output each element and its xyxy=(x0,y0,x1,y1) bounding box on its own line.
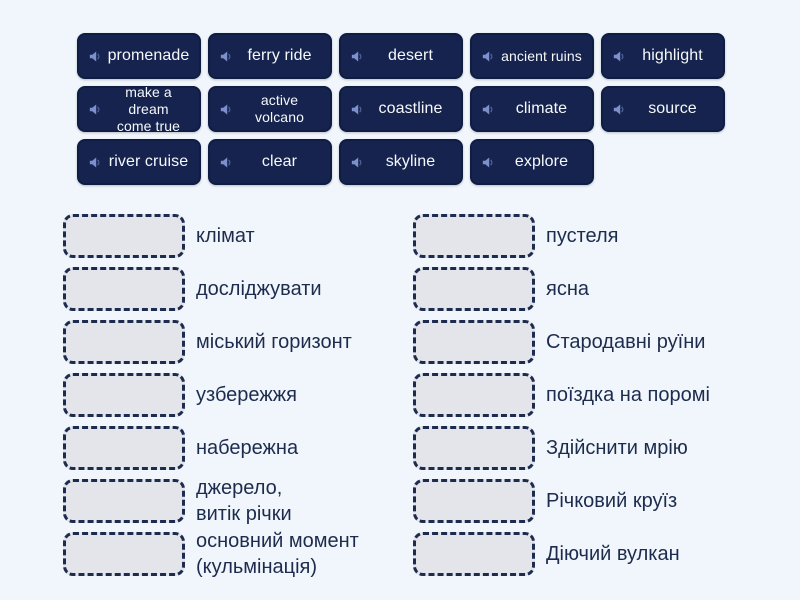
match-row: міський горизонт xyxy=(63,320,413,364)
word-tile-explore[interactable]: explore xyxy=(470,139,594,185)
match-label: основний момент (кульмінація) xyxy=(196,530,359,578)
answer-dropzone[interactable] xyxy=(413,532,535,576)
tile-row-2: make a dream come true active volcano co… xyxy=(77,83,800,134)
word-tile-climate[interactable]: climate xyxy=(470,86,594,132)
tile-row-3: river cruise clear skyline explore xyxy=(77,139,800,185)
match-label: джерело, витік річки xyxy=(196,477,292,525)
word-tile-label: coastline xyxy=(378,100,443,117)
match-label: Стародавні руїни xyxy=(546,331,706,353)
match-row: пустеля xyxy=(413,214,763,258)
word-bank: promenade ferry ride desert ancient ruin… xyxy=(0,0,800,185)
answer-dropzone[interactable] xyxy=(413,320,535,364)
speaker-icon[interactable] xyxy=(218,48,235,65)
answer-dropzone[interactable] xyxy=(63,479,185,523)
word-tile-ferry-ride[interactable]: ferry ride xyxy=(208,33,332,79)
speaker-icon[interactable] xyxy=(611,101,628,118)
word-tile-label: clear xyxy=(261,153,298,170)
speaker-icon[interactable] xyxy=(87,101,104,118)
match-row: досліджувати xyxy=(63,267,413,311)
speaker-icon[interactable] xyxy=(480,101,497,118)
speaker-icon[interactable] xyxy=(87,48,104,65)
answer-dropzone[interactable] xyxy=(413,214,535,258)
match-label: поїздка на поромі xyxy=(546,384,710,406)
match-area: клімат досліджувати міський горизонт узб… xyxy=(0,192,800,585)
word-tile-desert[interactable]: desert xyxy=(339,33,463,79)
word-tile-skyline[interactable]: skyline xyxy=(339,139,463,185)
speaker-icon[interactable] xyxy=(480,154,497,171)
word-tile-label: ferry ride xyxy=(247,47,312,64)
word-tile-ancient-ruins[interactable]: ancient ruins xyxy=(470,33,594,79)
speaker-icon[interactable] xyxy=(349,48,366,65)
word-tile-promenade[interactable]: promenade xyxy=(77,33,201,79)
answer-dropzone[interactable] xyxy=(413,479,535,523)
speaker-icon[interactable] xyxy=(87,154,104,171)
match-row: Діючий вулкан xyxy=(413,532,763,576)
match-label: Річковий круїз xyxy=(546,490,678,512)
match-row: ясна xyxy=(413,267,763,311)
match-row: Річковий круїз xyxy=(413,479,763,523)
word-tile-label: explore xyxy=(514,153,569,170)
match-row: клімат xyxy=(63,214,413,258)
word-tile-label: source xyxy=(648,100,697,117)
answer-dropzone[interactable] xyxy=(413,373,535,417)
answer-dropzone[interactable] xyxy=(63,426,185,470)
word-tile-label: active volcano xyxy=(255,92,304,125)
match-row: поїздка на поромі xyxy=(413,373,763,417)
tile-row-1: promenade ferry ride desert ancient ruin… xyxy=(77,33,800,79)
match-row: джерело, витік річки xyxy=(63,477,413,525)
word-tile-label: skyline xyxy=(385,153,436,170)
speaker-icon[interactable] xyxy=(611,48,628,65)
speaker-icon[interactable] xyxy=(349,101,366,118)
word-tile-source[interactable]: source xyxy=(601,86,725,132)
answer-dropzone[interactable] xyxy=(63,532,185,576)
word-tile-highlight[interactable]: highlight xyxy=(601,33,725,79)
answer-dropzone[interactable] xyxy=(63,214,185,258)
match-label: Здійснити мрію xyxy=(546,437,688,459)
match-label: узбережжя xyxy=(196,384,297,406)
match-row: узбережжя xyxy=(63,373,413,417)
answer-dropzone[interactable] xyxy=(63,320,185,364)
speaker-icon[interactable] xyxy=(480,48,497,65)
word-tile-river-cruise[interactable]: river cruise xyxy=(77,139,201,185)
word-tile-label: highlight xyxy=(642,47,703,64)
word-tile-coastline[interactable]: coastline xyxy=(339,86,463,132)
answer-dropzone[interactable] xyxy=(63,267,185,311)
match-label: клімат xyxy=(196,225,255,247)
match-label: міський горизонт xyxy=(196,331,352,353)
match-label: Діючий вулкан xyxy=(546,543,680,565)
word-tile-make-a-dream-come-true[interactable]: make a dream come true xyxy=(77,83,201,134)
match-column-right: пустеля ясна Стародавні руїни поїздка на… xyxy=(413,214,763,585)
word-tile-label: ancient ruins xyxy=(501,47,582,64)
word-tile-label: desert xyxy=(387,47,434,64)
answer-dropzone[interactable] xyxy=(63,373,185,417)
word-tile-label: promenade xyxy=(107,47,190,64)
match-label: ясна xyxy=(546,278,589,300)
match-label: досліджувати xyxy=(196,278,322,300)
word-tile-label: climate xyxy=(515,100,568,117)
match-row: Здійснити мрію xyxy=(413,426,763,470)
match-row: набережна xyxy=(63,426,413,470)
word-tile-label: river cruise xyxy=(108,153,189,170)
word-tile-label: make a dream come true xyxy=(116,83,181,134)
word-tile-active-volcano[interactable]: active volcano xyxy=(208,86,332,132)
answer-dropzone[interactable] xyxy=(413,426,535,470)
speaker-icon[interactable] xyxy=(349,154,366,171)
word-tile-clear[interactable]: clear xyxy=(208,139,332,185)
speaker-icon[interactable] xyxy=(218,101,235,118)
match-row: Стародавні руїни xyxy=(413,320,763,364)
match-column-left: клімат досліджувати міський горизонт узб… xyxy=(63,214,413,585)
match-label: пустеля xyxy=(546,225,619,247)
match-row: основний момент (кульмінація) xyxy=(63,530,413,578)
match-label: набережна xyxy=(196,437,299,459)
speaker-icon[interactable] xyxy=(218,154,235,171)
answer-dropzone[interactable] xyxy=(413,267,535,311)
